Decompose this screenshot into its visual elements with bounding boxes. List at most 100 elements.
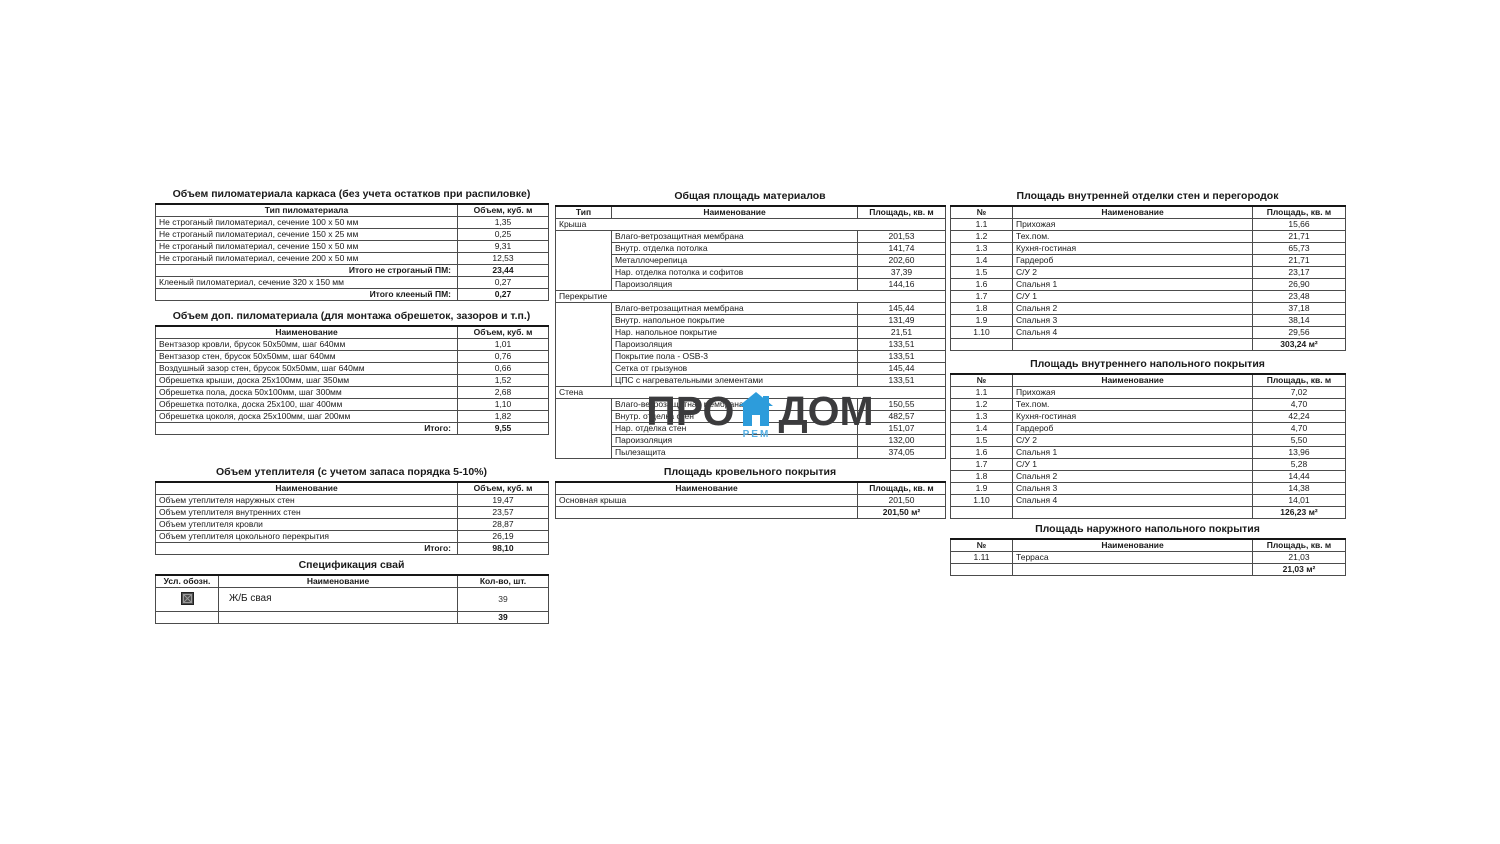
cell: С/У 2 xyxy=(1012,433,1253,447)
cell: 26,19 xyxy=(457,529,549,543)
cell: 19,47 xyxy=(457,493,549,507)
total-row: 201,50 м² xyxy=(555,505,946,519)
name-cell: Влаго-ветрозащитная мембрана xyxy=(611,397,858,411)
cell: 1.7 xyxy=(950,289,1013,303)
cell: Спальня 1 xyxy=(1012,445,1253,459)
cell: Гардероб xyxy=(1012,421,1253,435)
cell: Спальня 4 xyxy=(1012,493,1253,507)
total-row: 39 xyxy=(155,610,549,624)
name-cell: Внутр. отделка потолка xyxy=(611,241,858,255)
total-cell: Итого клееный ПМ: xyxy=(155,287,458,301)
cell: Основная крыша xyxy=(555,493,858,507)
walls-finish-section: Площадь внутренней отделки стен и перего… xyxy=(950,190,1346,351)
total-cell xyxy=(1012,505,1253,519)
table-row: 1.9 Спальня 3 14,38 xyxy=(950,481,1346,495)
cell: Вентзазор стен, брусок 50х50мм, шаг 640м… xyxy=(155,349,458,363)
floor-outer-table: № Наименование Площадь, кв. м 1.11 Терраса 21… xyxy=(950,538,1346,576)
total-cell: 126,23 м² xyxy=(1252,505,1346,519)
cell: 1.4 xyxy=(950,421,1013,435)
table-row: 1.4 Гардероб 21,71 xyxy=(950,253,1346,267)
name-cell: Влаго-ветрозащитная мембрана xyxy=(611,301,858,315)
cell: Обрешетка цоколя, доска 25х100мм, шаг 20… xyxy=(155,409,458,423)
table-title: Общая площадь материалов xyxy=(674,190,826,202)
cell: Спальня 2 xyxy=(1012,301,1253,315)
cell: Спальня 1 xyxy=(1012,277,1253,291)
table-row: Пылезащита 374,05 xyxy=(556,445,946,459)
cell: 1,10 xyxy=(457,397,549,411)
cell: 7,02 xyxy=(1252,385,1346,399)
table-row: Не строганый пиломатериал, сечение 150 х… xyxy=(155,227,549,241)
table-row: Обрешетка крыши, доска 25х100мм, шаг 350… xyxy=(155,373,549,387)
column-header: Наименование xyxy=(1012,373,1253,387)
cell: Не строганый пиломатериал, сечение 100 х… xyxy=(155,215,458,229)
table-row: Вентзазор стен, брусок 50х50мм, шаг 640м… xyxy=(155,349,549,363)
table-row: 1.8 Спальня 2 37,18 xyxy=(950,301,1346,315)
total-cell: 23,44 xyxy=(457,263,549,277)
table-row: Сетка от грызунов 145,44 xyxy=(556,361,946,375)
table-row: 1.11 Терраса 21,03 xyxy=(950,550,1346,564)
cell: 1.9 xyxy=(950,481,1013,495)
column-header: Объем, куб. м xyxy=(457,325,549,339)
cell: 4,70 xyxy=(1252,397,1346,411)
cell: 1.5 xyxy=(950,433,1013,447)
cell: 1.6 xyxy=(950,277,1013,291)
cell: Обрешетка потолка, доска 25х100, шаг 400… xyxy=(155,397,458,411)
total-cell xyxy=(950,337,1013,351)
table-title: Площадь кровельного покрытия xyxy=(663,466,837,478)
column-header: № xyxy=(950,538,1013,552)
cell: 1,82 xyxy=(457,409,549,423)
column-header: Наименование xyxy=(611,205,858,219)
cell: С/У 1 xyxy=(1012,289,1253,303)
type-cell xyxy=(555,301,612,387)
total-cell xyxy=(218,610,458,624)
name-cell: Нар. напольное покрытие xyxy=(611,325,858,339)
table-row: Пароизоляция 144,16 xyxy=(556,277,946,291)
total-row: 21,03 м² xyxy=(950,562,1346,576)
column-header: № xyxy=(950,205,1013,219)
total-cell: 303,24 м² xyxy=(1252,337,1346,351)
table-title: Спецификация свай xyxy=(298,559,405,571)
group-row: Крыша xyxy=(555,217,946,231)
materials-table: Тип Наименование Площадь, кв. м Крыша Влаго-… xyxy=(555,205,946,459)
table-row: 1.9 Спальня 3 38,14 xyxy=(950,313,1346,327)
table-row: Пароизоляция 132,00 xyxy=(556,433,946,447)
header-row: № Наименование Площадь, кв. м xyxy=(950,538,1346,552)
table-row: Влаго-ветрозащитная мембрана 201,53 xyxy=(555,229,946,291)
table-row: 1.2 Тех.пом. 21,71 xyxy=(950,229,1346,243)
column-header: Наименование xyxy=(155,325,458,339)
column-header: № xyxy=(950,373,1013,387)
piles-table: Усл. обозн. Наименование Кол-во, шт. Ж/Б св… xyxy=(155,574,549,624)
table-row: Внутр. напольное покрытие 131,49 xyxy=(556,313,946,327)
table-row: 1.10 Спальня 4 29,56 xyxy=(950,325,1346,339)
table-title: Площадь внутреннего напольного покрытия xyxy=(1030,358,1265,370)
value-cell: 151,07 xyxy=(857,421,946,435)
cell: 1.10 xyxy=(950,325,1013,339)
table-row: Клееный пиломатериал, сечение 320 х 150 … xyxy=(155,275,549,289)
column-header: Тип пиломатериала xyxy=(155,203,458,217)
walls-finish-table: № Наименование Площадь, кв. м 1.1 Прихожая 15… xyxy=(950,205,1346,351)
cell: 1.4 xyxy=(950,253,1013,267)
group-label: Крыша xyxy=(555,217,946,231)
total-row: 126,23 м² xyxy=(950,505,1346,519)
header-row: Усл. обозн. Наименование Кол-во, шт. xyxy=(155,574,549,588)
lumber-frame-section: Объем пиломатериала каркаса (без учета о… xyxy=(155,188,549,301)
cell: Спальня 3 xyxy=(1012,481,1253,495)
name-cell: Пароизоляция xyxy=(611,337,858,351)
name-cell: Пароизоляция xyxy=(611,277,858,291)
value-cell: 141,74 xyxy=(857,241,946,255)
total-cell xyxy=(555,505,858,519)
total-row: Итого: 98,10 xyxy=(155,541,549,555)
name-cell: ЦПС с нагревательными элементами xyxy=(611,373,858,387)
table-row: 1.6 Спальня 1 13,96 xyxy=(950,445,1346,459)
value-cell: 144,16 xyxy=(857,277,946,291)
cell: Кухня-гостиная xyxy=(1012,409,1253,423)
table-title: Объем утеплителя (с учетом запаса порядк… xyxy=(215,466,488,478)
cell: 37,18 xyxy=(1252,301,1346,315)
column-header: Площадь, кв. м xyxy=(1252,373,1346,387)
total-cell: Итого: xyxy=(155,541,458,555)
cell: Прихожая xyxy=(1012,217,1253,231)
cell: 21,71 xyxy=(1252,253,1346,267)
cell: 9,31 xyxy=(457,239,549,253)
table-row: Обрешетка цоколя, доска 25х100мм, шаг 20… xyxy=(155,409,549,423)
cell: 1,35 xyxy=(457,215,549,229)
